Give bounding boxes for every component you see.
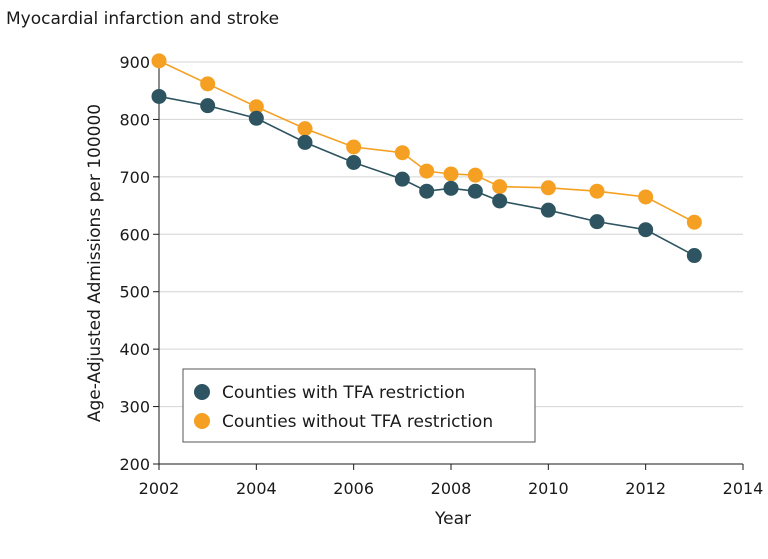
y-tick-label: 900	[119, 53, 150, 72]
data-point-without-tfa	[540, 180, 556, 196]
x-axis-title: Year	[434, 509, 471, 529]
data-point-with-tfa	[248, 110, 264, 126]
data-point-without-tfa	[443, 166, 459, 182]
data-point-without-tfa	[419, 163, 435, 179]
data-point-with-tfa	[394, 171, 410, 187]
axes: 200 300 400 500 600 700 800 900 2002 2004 2006 2008…	[119, 53, 763, 498]
data-point-without-tfa	[346, 139, 362, 155]
y-tick-label: 400	[119, 340, 150, 359]
data-point-with-tfa	[200, 98, 216, 114]
legend-label-with-tfa: Counties with TFA restriction	[222, 383, 465, 403]
data-point-with-tfa	[467, 183, 483, 199]
legend: Counties with TFA restriction Counties w…	[182, 368, 536, 443]
data-point-with-tfa	[297, 134, 313, 150]
data-point-without-tfa	[589, 183, 605, 199]
y-tick-label: 600	[119, 225, 150, 244]
y-tick-label: 300	[119, 398, 150, 417]
data-point-with-tfa	[589, 214, 605, 230]
legend-box	[182, 368, 536, 443]
y-axis-title: Age-Adjusted Admissions per 100000	[85, 104, 105, 422]
series-layer	[151, 53, 702, 264]
data-point-with-tfa	[346, 155, 362, 170]
y-tick-label: 700	[119, 168, 150, 187]
legend-marker-without-tfa	[194, 413, 210, 429]
data-point-without-tfa	[394, 145, 410, 161]
x-tick-label: 2004	[236, 479, 277, 498]
x-tick-label: 2014	[723, 479, 764, 498]
legend-label-without-tfa: Counties without TFA restriction	[222, 412, 493, 432]
data-point-with-tfa	[151, 88, 167, 104]
y-tick-label: 200	[119, 455, 150, 474]
x-tick-label: 2008	[431, 479, 472, 498]
data-point-with-tfa	[686, 248, 702, 264]
chart-title: Myocardial infarction and stroke	[6, 9, 279, 29]
data-point-with-tfa	[419, 183, 435, 199]
x-tick-label: 2006	[333, 479, 374, 498]
y-tick-label: 800	[119, 110, 150, 129]
data-point-without-tfa	[248, 99, 264, 115]
data-point-without-tfa	[151, 53, 167, 69]
series-line-with-tfa	[158, 95, 695, 257]
data-point-with-tfa	[638, 222, 654, 238]
data-point-without-tfa	[492, 179, 508, 195]
data-point-with-tfa	[443, 180, 459, 196]
data-point-without-tfa	[686, 214, 702, 230]
data-point-without-tfa	[200, 76, 216, 92]
data-point-without-tfa	[467, 167, 483, 183]
y-tick-label: 500	[119, 283, 150, 302]
data-point-without-tfa	[297, 121, 313, 137]
x-tick-label: 2010	[528, 479, 569, 498]
series-line-without-tfa	[158, 60, 695, 223]
data-point-without-tfa	[638, 189, 654, 205]
x-tick-label: 2012	[625, 479, 666, 498]
data-point-with-tfa	[540, 202, 556, 218]
data-point-with-tfa	[492, 193, 508, 209]
x-tick-label: 2002	[139, 479, 180, 498]
legend-marker-with-tfa	[194, 384, 210, 400]
